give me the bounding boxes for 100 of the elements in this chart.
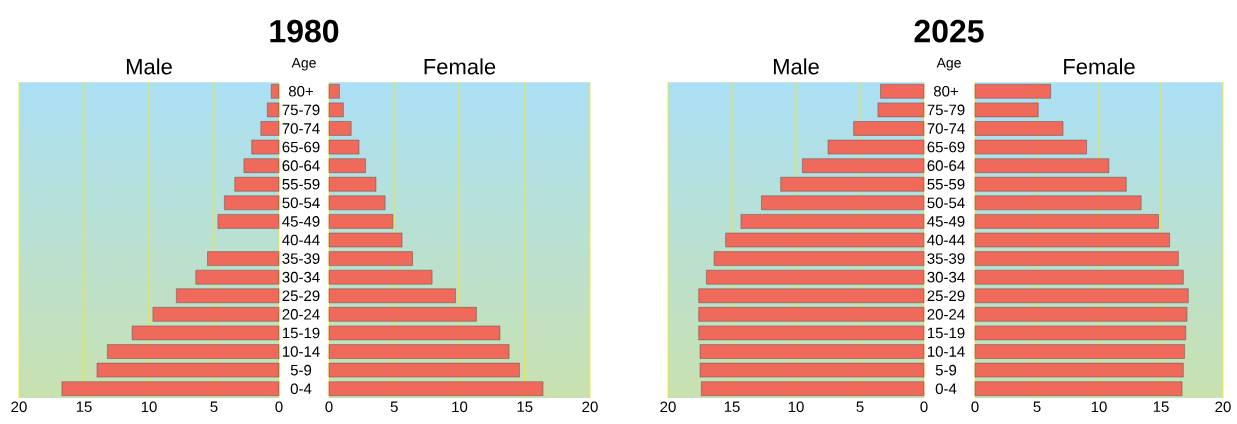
bar	[725, 232, 925, 248]
y-tick-label: 50-54	[927, 197, 965, 209]
bar	[328, 195, 386, 211]
bar	[328, 269, 433, 285]
y-tick-label: 40-44	[282, 234, 320, 246]
y-tick-label: 40-44	[927, 234, 965, 246]
bar	[328, 362, 520, 378]
bar	[974, 288, 1189, 303]
x-tick-label: 20	[1215, 401, 1231, 413]
bar	[974, 381, 1183, 396]
bar	[224, 195, 280, 211]
x-tick-label: 10	[1091, 401, 1107, 413]
x-tick-label: 10	[452, 401, 468, 413]
bar	[243, 158, 280, 173]
bar	[267, 102, 280, 118]
y-tick-label: 5-9	[935, 364, 957, 376]
bar	[974, 121, 1064, 136]
y-tick-label: 35-39	[282, 253, 320, 264]
bar	[698, 325, 925, 341]
bar	[698, 307, 925, 322]
y-tick-label: 60-64	[282, 160, 320, 171]
bar	[96, 362, 280, 378]
bar	[328, 251, 413, 266]
y-tick-label: 65-69	[282, 141, 320, 153]
y-tick-label: 80+	[288, 85, 313, 97]
bar	[207, 251, 280, 266]
bar	[699, 344, 925, 359]
bar	[271, 84, 280, 99]
bar	[974, 195, 1142, 211]
y-tick-label: 10-14	[927, 346, 965, 357]
chart-subtitle: Male	[126, 58, 172, 75]
y-tick-label: 20-24	[927, 309, 965, 320]
x-tick-label: 0	[275, 401, 283, 413]
y-tick-label: 30-34	[282, 271, 320, 283]
x-tick-label: 10	[141, 401, 157, 413]
bar	[328, 344, 510, 359]
bar	[974, 102, 1039, 118]
bar	[827, 139, 925, 155]
y-tick-label: 55-59	[282, 178, 320, 190]
chart-title: 2025	[914, 19, 984, 43]
bar	[740, 214, 925, 229]
bar	[328, 102, 344, 118]
bar	[780, 177, 925, 192]
chart-title: 1980	[270, 19, 339, 43]
bar	[328, 288, 456, 303]
y-tick-label: 70-74	[282, 123, 320, 134]
y-tick-label: 30-34	[927, 271, 965, 283]
bar	[328, 232, 403, 248]
bar	[974, 232, 1170, 248]
x-tick-label: 5	[210, 401, 218, 412]
bar	[974, 344, 1185, 359]
x-tick-label: 20	[660, 401, 676, 413]
y-tick-label: 75-79	[282, 104, 320, 116]
bar	[328, 158, 366, 173]
x-tick-label: 0	[971, 401, 979, 413]
y-tick-label: 10-14	[282, 346, 320, 357]
bar	[974, 84, 1051, 99]
x-tick-label: 0	[325, 401, 333, 413]
y-axis-title: Age	[291, 57, 316, 71]
y-tick-label: 70-74	[927, 123, 965, 134]
chart-subtitle: Female	[424, 58, 496, 75]
bar	[217, 214, 280, 229]
x-tick-label: 15	[724, 401, 740, 412]
bar	[974, 158, 1110, 173]
bar	[974, 362, 1184, 378]
y-tick-label: 25-29	[927, 290, 965, 302]
y-tick-label: 35-39	[927, 253, 965, 264]
bar	[328, 381, 544, 396]
y-tick-label: 45-49	[927, 216, 965, 227]
bar	[701, 381, 925, 396]
y-tick-label: 0-4	[935, 383, 957, 395]
bar	[328, 139, 360, 155]
x-tick-label: 15	[76, 401, 92, 412]
bar	[260, 121, 280, 136]
bar	[853, 121, 925, 136]
bar	[328, 307, 477, 322]
bar	[328, 214, 394, 229]
y-tick-label: 5-9	[290, 364, 312, 376]
bar	[131, 325, 280, 341]
x-tick-label: 5	[856, 401, 864, 412]
y-tick-label: 60-64	[927, 160, 965, 171]
y-tick-label: 15-19	[927, 327, 965, 339]
bar	[176, 288, 280, 303]
chart-subtitle: Male	[773, 58, 819, 75]
bar	[328, 177, 377, 192]
bar	[251, 139, 280, 155]
x-tick-label: 5	[1033, 401, 1041, 412]
bar	[328, 121, 352, 136]
x-tick-label: 0	[920, 401, 928, 413]
y-tick-label: 20-24	[282, 309, 320, 320]
bar	[706, 269, 925, 285]
bar	[761, 195, 925, 211]
bar	[713, 251, 925, 266]
y-tick-label: 0-4	[290, 383, 312, 395]
y-tick-label: 65-69	[927, 141, 965, 153]
y-tick-label: 15-19	[282, 327, 320, 339]
bar	[234, 177, 280, 192]
y-tick-label: 75-79	[927, 104, 965, 116]
bar	[328, 84, 340, 99]
x-tick-label: 10	[788, 401, 804, 413]
